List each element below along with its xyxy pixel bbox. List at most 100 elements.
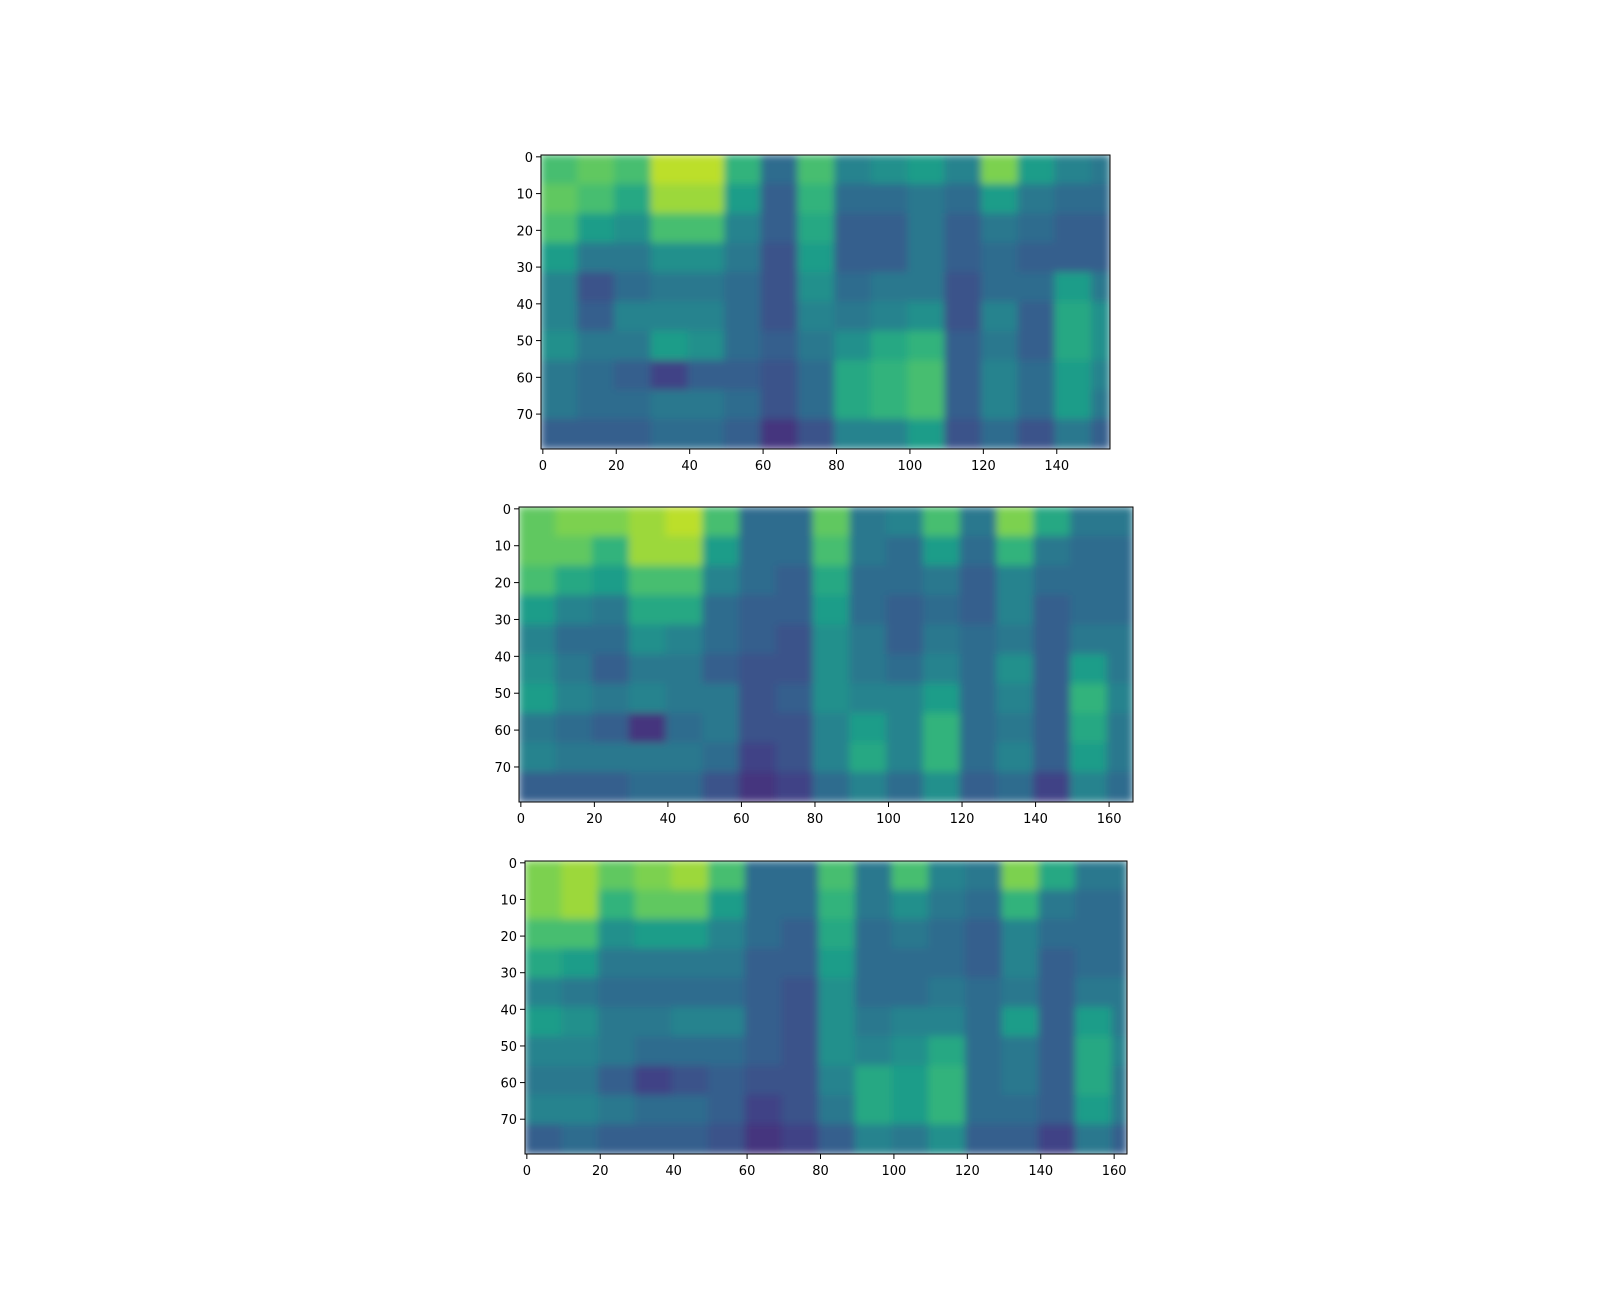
heatmap-cell (775, 507, 814, 537)
heatmap-cell (870, 389, 909, 421)
heatmap-cell (577, 360, 615, 391)
heatmap-cell (541, 183, 579, 215)
heatmap-cell (1001, 1036, 1040, 1067)
heatmap-cell (781, 1065, 820, 1096)
heatmap-cell (1001, 1094, 1040, 1126)
heatmap-cell (561, 977, 599, 1008)
heatmap-cell (1038, 977, 1077, 1008)
heatmap-cell (886, 536, 924, 567)
heatmap-cell (891, 919, 930, 950)
heatmap-cell (1017, 155, 1056, 185)
heatmap-cell (1111, 861, 1127, 891)
heatmap-cell (1069, 742, 1108, 773)
heatmap-cell (519, 565, 557, 596)
heatmap-cell (634, 1007, 673, 1038)
y-tick-label: 30 (494, 613, 511, 628)
heatmap-cell (555, 624, 594, 655)
x-tick-label: 20 (608, 459, 625, 474)
heatmap-cell (739, 713, 777, 744)
heatmap-cells (541, 155, 1110, 449)
x-tick-label: 40 (681, 459, 698, 474)
heatmap-cell (834, 360, 872, 391)
heatmap-cell (561, 889, 599, 921)
heatmap-cell (613, 183, 652, 215)
heatmap-cell (891, 948, 930, 979)
heatmap-cell (959, 742, 998, 773)
x-tick-label: 60 (733, 812, 750, 827)
heatmap-cell (781, 861, 820, 891)
y-tick-label: 10 (500, 893, 517, 908)
heatmap-cell (671, 977, 710, 1008)
heatmap-cell (907, 301, 946, 332)
heatmap-cell (613, 301, 652, 332)
x-tick-label: 140 (1028, 1164, 1053, 1179)
heatmap-cell (628, 595, 667, 626)
heatmap-cell (797, 389, 836, 421)
heatmap-cell (687, 330, 726, 362)
heatmap-cell (577, 419, 615, 449)
heatmap-cell (577, 301, 615, 332)
heatmap-cell (744, 1124, 783, 1154)
heatmap-cell (886, 565, 924, 596)
heatmap-cell (1091, 183, 1110, 215)
y-tick-label: 60 (494, 724, 511, 739)
heatmap-cell (1033, 713, 1071, 744)
heatmap-cell (775, 742, 814, 773)
heatmap-cell (1069, 624, 1108, 655)
heatmap-cell (613, 242, 652, 274)
heatmap-cell (665, 507, 704, 537)
y-tick-label: 50 (500, 1040, 517, 1055)
heatmap-cell (687, 272, 726, 303)
heatmap-cell (928, 977, 966, 1008)
heatmap-cell (702, 654, 741, 685)
heatmap-cell (964, 1094, 1003, 1126)
heatmap-cell (597, 1065, 636, 1096)
heatmap-cell (854, 919, 893, 950)
heatmap-cell (561, 948, 599, 979)
heatmap-cell (886, 742, 924, 773)
heatmap-cell (650, 213, 689, 244)
x-tick-label: 160 (1102, 1164, 1127, 1179)
heatmap-cell (708, 1036, 746, 1067)
heatmap-cell (870, 272, 909, 303)
heatmap-cell (797, 301, 836, 332)
heatmap-cell (981, 330, 1019, 362)
heatmap-cell (870, 183, 909, 215)
axes-frame (524, 860, 1128, 1155)
heatmap-cell (628, 536, 667, 567)
heatmap-cell (1017, 301, 1056, 332)
heatmap-cell (597, 1036, 636, 1067)
heatmap-cell (744, 1094, 783, 1126)
heatmap-cell (1038, 889, 1077, 921)
heatmap-cell (834, 272, 872, 303)
heatmap-cell (671, 889, 710, 921)
heatmap-cell (687, 213, 726, 244)
heatmap-cell (781, 1036, 820, 1067)
heatmap-cell (922, 624, 961, 655)
heatmap-cell (650, 155, 689, 185)
y-tick-label: 10 (494, 540, 511, 555)
heatmap-cell (1038, 1124, 1077, 1154)
heatmap-cell (1054, 360, 1093, 391)
heatmap-cell (561, 919, 599, 950)
heatmap-cell (650, 183, 689, 215)
heatmap-cell (1069, 507, 1108, 537)
heatmap-cell (555, 507, 594, 537)
heatmap-cell (687, 242, 726, 274)
heatmap-cell (561, 1094, 599, 1126)
heatmap-cell (1001, 861, 1040, 891)
heatmap-cell (760, 213, 799, 244)
heatmap-cell (1106, 654, 1133, 685)
heatmap-cell (1069, 772, 1108, 802)
y-tick-label: 70 (500, 1113, 517, 1128)
heatmap-cell (708, 889, 746, 921)
heatmap-cell (702, 507, 741, 537)
heatmap-cell (964, 977, 1003, 1008)
heatmap-cell (854, 977, 893, 1008)
heatmap-cell (907, 183, 946, 215)
heatmap-cell (1033, 654, 1071, 685)
heatmap-cell (744, 1065, 783, 1096)
heatmap-cell (744, 1036, 783, 1067)
heatmap-cell (665, 565, 704, 596)
heatmap-cell (739, 772, 777, 802)
